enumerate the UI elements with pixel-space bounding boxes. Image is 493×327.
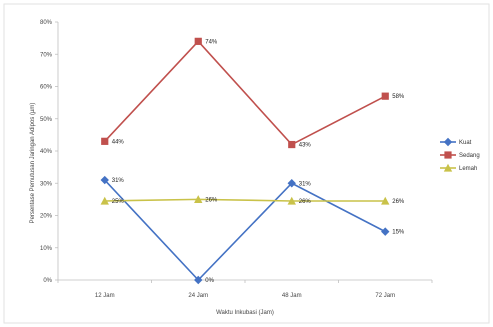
y-tick-label: 20%	[40, 214, 53, 220]
y-tick-label: 30%	[40, 181, 53, 187]
y-tick-label: 70%	[40, 52, 53, 58]
legend-label: Sedang	[459, 153, 480, 159]
legend-item-sedang: Sedang	[440, 151, 480, 159]
y-tick-label: 40%	[40, 149, 53, 155]
legend-label: Kuat	[459, 140, 472, 146]
data-label: 31%	[299, 181, 312, 187]
series-line	[104, 179, 386, 282]
series-kuat: 31% 0% 31% 15%	[100, 175, 405, 285]
data-label: 58%	[392, 94, 405, 100]
legend-marker	[444, 151, 452, 159]
x-tick-labels: 12 Jam 24 Jam 48 Jam 72 Jam	[57, 280, 433, 299]
data-point	[287, 196, 296, 205]
data-point	[194, 275, 203, 285]
data-point	[381, 92, 389, 100]
data-label: 74%	[205, 39, 218, 45]
data-point	[194, 37, 202, 45]
data-label: 15%	[392, 230, 405, 236]
data-label: 26%	[299, 199, 312, 205]
x-axis-title: Waktu Inkubasi (Jam)	[216, 310, 274, 316]
data-label: 43%	[299, 143, 312, 149]
legend-marker	[443, 137, 453, 147]
data-label: 26%	[205, 197, 218, 203]
x-tick-label: 48 Jam	[282, 293, 302, 299]
data-label: 25%	[112, 199, 125, 205]
data-point	[100, 196, 109, 205]
legend-item-kuat: Kuat	[440, 137, 472, 147]
x-tick-label: 12 Jam	[95, 293, 115, 299]
series-line	[104, 198, 386, 202]
data-point	[287, 179, 296, 188]
data-point	[194, 195, 203, 203]
y-tick-label: 50%	[40, 117, 53, 123]
series-layer: 31% 0% 31% 15% 44% 74% 43% 58% 25% 26% 26% 26%	[100, 37, 405, 285]
data-point	[100, 175, 109, 185]
data-label: 31%	[112, 178, 125, 184]
chart-border	[3, 3, 490, 324]
data-label: 0%	[205, 278, 214, 284]
legend-item-lemah: Lemah	[440, 163, 477, 172]
data-point	[101, 137, 109, 145]
data-label: 26%	[392, 199, 405, 205]
legend-marker	[443, 163, 453, 172]
series-lemah: 25% 26% 26% 26%	[100, 195, 405, 205]
legend: Kuat Sedang Lemah	[440, 137, 480, 172]
legend-label: Lemah	[459, 166, 477, 172]
x-tick-label: 72 Jam	[375, 293, 395, 299]
data-point	[288, 140, 296, 149]
y-tick-label: 10%	[40, 246, 53, 252]
data-point	[381, 227, 390, 236]
y-tick-label: 80%	[40, 20, 53, 26]
y-tick-label: 60%	[40, 85, 53, 91]
series-line	[104, 40, 386, 146]
y-tick-label: 0%	[43, 278, 52, 284]
data-point	[381, 196, 390, 205]
y-tick-labels: 0% 10% 20% 30% 40% 50% 60% 70% 80%	[40, 20, 58, 284]
y-axis-title: Persentase Pemutusan Jaringan Adipos (µm…	[30, 103, 36, 224]
series-sedang: 44% 74% 43% 58%	[101, 37, 405, 149]
x-tick-label: 24 Jam	[188, 293, 208, 299]
data-label: 44%	[112, 139, 125, 145]
